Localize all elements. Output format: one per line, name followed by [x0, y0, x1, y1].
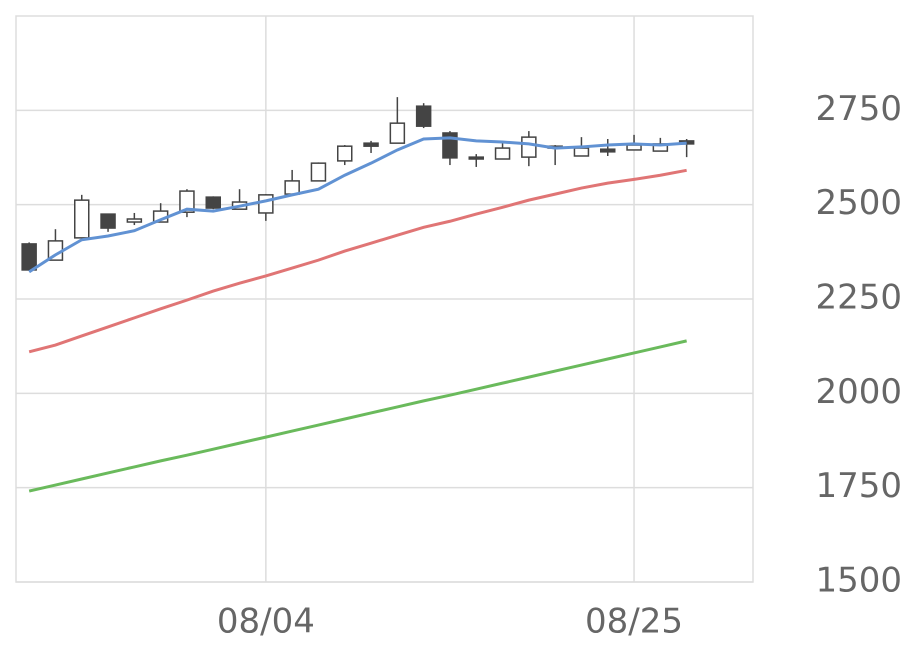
- x-tick-label: 08/25: [585, 602, 683, 642]
- y-tick-label: 2250: [815, 278, 902, 318]
- candle-body: [521, 136, 537, 158]
- candle-body: [21, 243, 37, 271]
- y-tick-label: 2000: [815, 372, 902, 412]
- candle-body: [468, 156, 484, 160]
- y-tick-label: 2500: [815, 183, 902, 223]
- ma-line: [28, 136, 687, 274]
- candle-body: [494, 147, 511, 160]
- candle-body: [179, 190, 195, 213]
- candle-body: [126, 218, 143, 223]
- y-tick-label: 2750: [815, 89, 902, 129]
- candle-body: [258, 194, 274, 214]
- candle-body: [600, 148, 616, 153]
- y-tick-label: 1500: [815, 561, 902, 601]
- candle-body: [389, 122, 406, 144]
- candle-body: [100, 213, 116, 229]
- candle-body: [626, 144, 642, 151]
- ma-line: [28, 339, 687, 493]
- candle-body: [74, 199, 90, 239]
- candle-body: [363, 142, 379, 147]
- ma-line: [28, 168, 687, 354]
- candle-body: [284, 180, 300, 195]
- candle-body: [573, 147, 590, 157]
- candle-body: [310, 162, 327, 182]
- candle-body: [415, 105, 432, 127]
- candle-body: [205, 196, 221, 209]
- candle-body: [337, 145, 353, 162]
- y-tick-label: 1750: [815, 466, 902, 506]
- x-tick-label: 08/04: [217, 602, 315, 642]
